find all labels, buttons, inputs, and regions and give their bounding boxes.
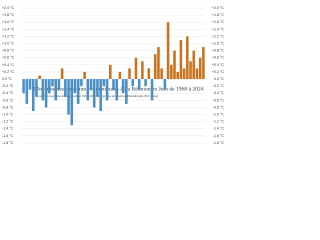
y-tick-label-right: -1.0 °C [213, 113, 225, 117]
y-tick-label-right: +0.2 °C [212, 70, 225, 74]
y-tick-label-right: +0.6 °C [212, 56, 225, 60]
y-tick-label: +1.0 °C [2, 41, 15, 45]
bar [157, 47, 160, 80]
bar [150, 79, 154, 101]
bar [195, 68, 199, 80]
bar [170, 64, 173, 80]
bar [160, 68, 163, 80]
y-tick-label: +0.2 °C [2, 70, 15, 74]
y-tick-label-right: +1.0 °C [212, 41, 225, 45]
bar [147, 68, 151, 80]
bar [189, 61, 192, 80]
bar [128, 68, 131, 80]
bar [73, 79, 77, 94]
chart: Moyenne des températures minimales à La … [2, 6, 225, 145]
y-tick-label: -0.6 °C [2, 98, 14, 102]
bar [31, 79, 35, 112]
y-tick-label: -0.4 °C [2, 91, 14, 95]
y-tick-label: +0.8 °C [2, 49, 15, 53]
bar [41, 79, 45, 101]
y-tick-label: +2.0 °C [2, 6, 15, 10]
y-tick-label-right: +2.0 °C [212, 6, 225, 10]
y-tick-label-right: -1.4 °C [213, 127, 225, 131]
y-tick-label-right: -0.6 °C [213, 98, 225, 102]
bar [118, 71, 122, 80]
bar [134, 57, 138, 80]
y-tick-label: -1.0 °C [2, 113, 14, 117]
y-tick-label-right: +1.2 °C [212, 34, 225, 38]
bar [54, 79, 57, 101]
bar [99, 79, 102, 112]
bar [163, 79, 167, 90]
bar [83, 71, 86, 80]
y-tick-label: 0.0 °C [2, 77, 12, 81]
bar [57, 79, 61, 90]
bar [38, 75, 41, 80]
bar [89, 79, 93, 90]
bar [115, 79, 118, 101]
y-tick-label: +1.8 °C [2, 13, 15, 17]
bar [109, 64, 112, 80]
bar [166, 22, 170, 80]
bar [179, 39, 183, 80]
bar [80, 79, 83, 87]
y-tick-label: -1.4 °C [2, 127, 14, 131]
y-tick-label: +1.4 °C [2, 27, 15, 31]
bar [60, 68, 64, 80]
bar [125, 79, 128, 104]
y-tick-label: -0.8 °C [2, 105, 14, 109]
bar [144, 79, 147, 87]
bar [176, 71, 179, 80]
bar [64, 79, 67, 97]
y-tick-label: +1.6 °C [2, 20, 15, 24]
y-tick-label: -0.2 °C [2, 84, 14, 88]
bar [131, 79, 135, 87]
bar [92, 79, 96, 108]
bar [173, 50, 176, 80]
y-tick-label-right: -0.8 °C [213, 105, 225, 109]
y-tick-label-right: 0.0 °C [214, 77, 224, 81]
bar [35, 79, 38, 97]
y-tick-label-right: -1.2 °C [213, 120, 225, 124]
y-tick-label-right: +1.8 °C [212, 13, 225, 17]
y-tick-label-right: -1.6 °C [213, 134, 225, 138]
bar [22, 79, 25, 94]
y-tick-label-right: +0.8 °C [212, 49, 225, 53]
bar [153, 54, 157, 80]
bar [186, 36, 189, 80]
y-tick-label-right: -1.8 °C [213, 141, 225, 145]
bar [67, 79, 70, 115]
y-tick-label: +0.4 °C [2, 63, 15, 67]
y-tick-label-right: +1.6 °C [212, 20, 225, 24]
bar [25, 79, 29, 104]
bar [96, 79, 99, 97]
bar [198, 57, 202, 80]
bar [102, 79, 106, 87]
bar [51, 79, 54, 87]
y-tick-label: +1.2 °C [2, 34, 15, 38]
y-tick-label: -1.2 °C [2, 120, 14, 124]
y-tick-label-right: +1.4 °C [212, 27, 225, 31]
y-tick-label: +0.6 °C [2, 56, 15, 60]
y-tick-label: -1.8 °C [2, 141, 14, 145]
chart-title: Moyenne des températures minimales à La … [34, 86, 204, 92]
bar [182, 68, 186, 80]
bar [70, 79, 74, 126]
bar [192, 50, 196, 80]
y-tick-label: -1.6 °C [2, 134, 14, 138]
bar [121, 79, 125, 94]
y-tick-label-right: +0.4 °C [212, 63, 225, 67]
y-tick-label-right: -0.2 °C [213, 84, 225, 88]
bar [112, 79, 115, 90]
bar [44, 79, 48, 108]
bar [137, 79, 141, 90]
bar [28, 79, 32, 90]
bar [86, 79, 90, 101]
y-tick-label-right: -0.4 °C [213, 91, 225, 95]
bar [76, 79, 80, 104]
bar [105, 79, 109, 101]
bar [202, 47, 205, 80]
bar [48, 79, 51, 94]
bar [141, 61, 144, 80]
